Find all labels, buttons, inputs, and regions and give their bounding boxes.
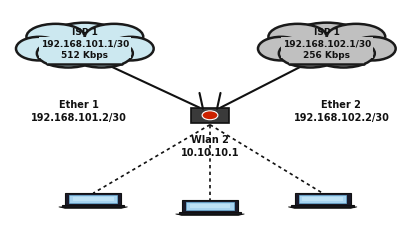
- Circle shape: [202, 111, 218, 120]
- FancyBboxPatch shape: [182, 200, 238, 212]
- Ellipse shape: [70, 39, 133, 68]
- Polygon shape: [288, 207, 357, 208]
- FancyBboxPatch shape: [281, 37, 373, 58]
- FancyBboxPatch shape: [39, 37, 131, 58]
- FancyBboxPatch shape: [73, 197, 114, 201]
- Ellipse shape: [327, 24, 385, 50]
- FancyBboxPatch shape: [47, 54, 122, 64]
- Ellipse shape: [289, 23, 365, 56]
- FancyBboxPatch shape: [62, 205, 124, 207]
- FancyBboxPatch shape: [295, 193, 351, 205]
- FancyBboxPatch shape: [289, 54, 365, 64]
- Ellipse shape: [279, 39, 341, 68]
- FancyBboxPatch shape: [178, 212, 242, 214]
- Ellipse shape: [26, 24, 85, 50]
- FancyBboxPatch shape: [191, 108, 229, 123]
- Ellipse shape: [85, 24, 143, 50]
- Text: Ether 1
192.168.101.2/30: Ether 1 192.168.101.2/30: [31, 100, 126, 123]
- FancyBboxPatch shape: [186, 202, 234, 210]
- Text: ISP 1
192.168.102.1/30
256 Kbps: ISP 1 192.168.102.1/30 256 Kbps: [283, 28, 371, 60]
- Ellipse shape: [268, 24, 327, 50]
- FancyBboxPatch shape: [302, 197, 343, 201]
- Ellipse shape: [350, 37, 396, 60]
- FancyBboxPatch shape: [65, 193, 121, 205]
- FancyBboxPatch shape: [291, 205, 354, 207]
- Text: Wlan 2
10.10.10.1: Wlan 2 10.10.10.1: [181, 135, 239, 158]
- Ellipse shape: [16, 37, 62, 60]
- Polygon shape: [176, 214, 244, 215]
- FancyBboxPatch shape: [189, 204, 231, 208]
- Text: ISP 1
192.168.101.1/30
512 Kbps: ISP 1 192.168.101.1/30 512 Kbps: [41, 28, 129, 60]
- FancyBboxPatch shape: [69, 195, 117, 203]
- Polygon shape: [59, 207, 128, 208]
- Ellipse shape: [47, 23, 122, 56]
- Ellipse shape: [108, 37, 154, 60]
- Ellipse shape: [37, 39, 100, 68]
- FancyBboxPatch shape: [299, 195, 346, 203]
- Ellipse shape: [258, 37, 304, 60]
- Ellipse shape: [312, 39, 375, 68]
- Text: Ether 2
192.168.102.2/30: Ether 2 192.168.102.2/30: [294, 100, 389, 123]
